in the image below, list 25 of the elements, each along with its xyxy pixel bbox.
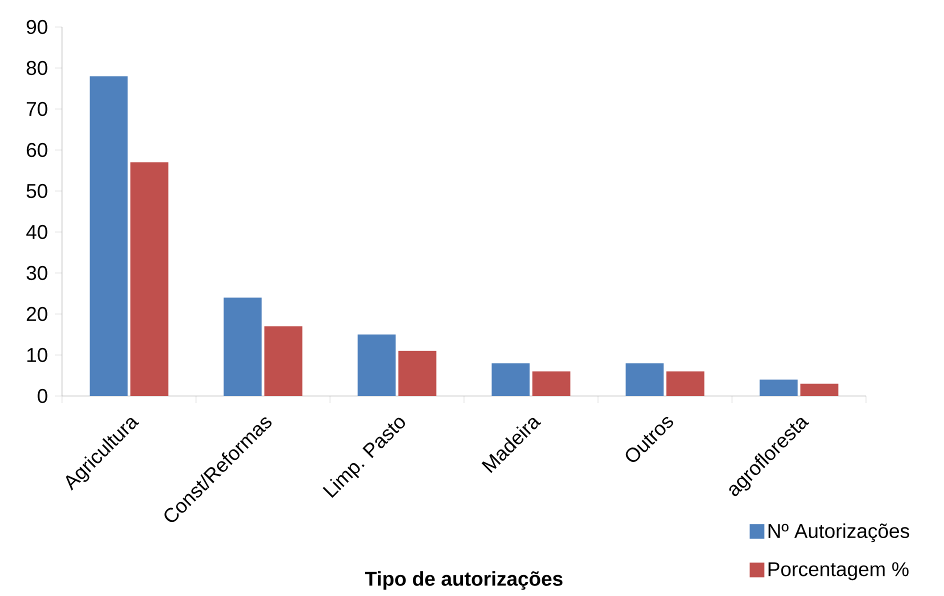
bar [358, 334, 396, 396]
y-tick-label: 30 [26, 266, 48, 280]
bar [224, 298, 262, 396]
bar [264, 326, 302, 396]
y-tick-label: 10 [27, 348, 48, 362]
y-tick-label: 60 [26, 142, 48, 158]
y-tick-label: 20 [26, 306, 48, 322]
y-tick-label: 0 [38, 388, 48, 404]
legend-label: Nº Autorizações [768, 523, 910, 542]
y-tick-label: 40 [26, 224, 48, 240]
bar [492, 363, 530, 396]
y-tick-label: 50 [26, 184, 48, 198]
y-tick-label: 80 [26, 60, 48, 76]
legend-label: Porcentagem % [768, 562, 909, 580]
bar [760, 380, 798, 396]
bar [626, 363, 664, 396]
x-axis-title: Tipo de autorizações [364, 571, 562, 590]
bar [398, 350, 436, 396]
bar [666, 371, 704, 396]
y-tick-label: 90 [26, 20, 48, 34]
y-tick-label: 70 [26, 102, 48, 116]
bar [130, 162, 168, 396]
bar [532, 371, 570, 396]
bar [90, 76, 128, 396]
bar [800, 384, 838, 396]
